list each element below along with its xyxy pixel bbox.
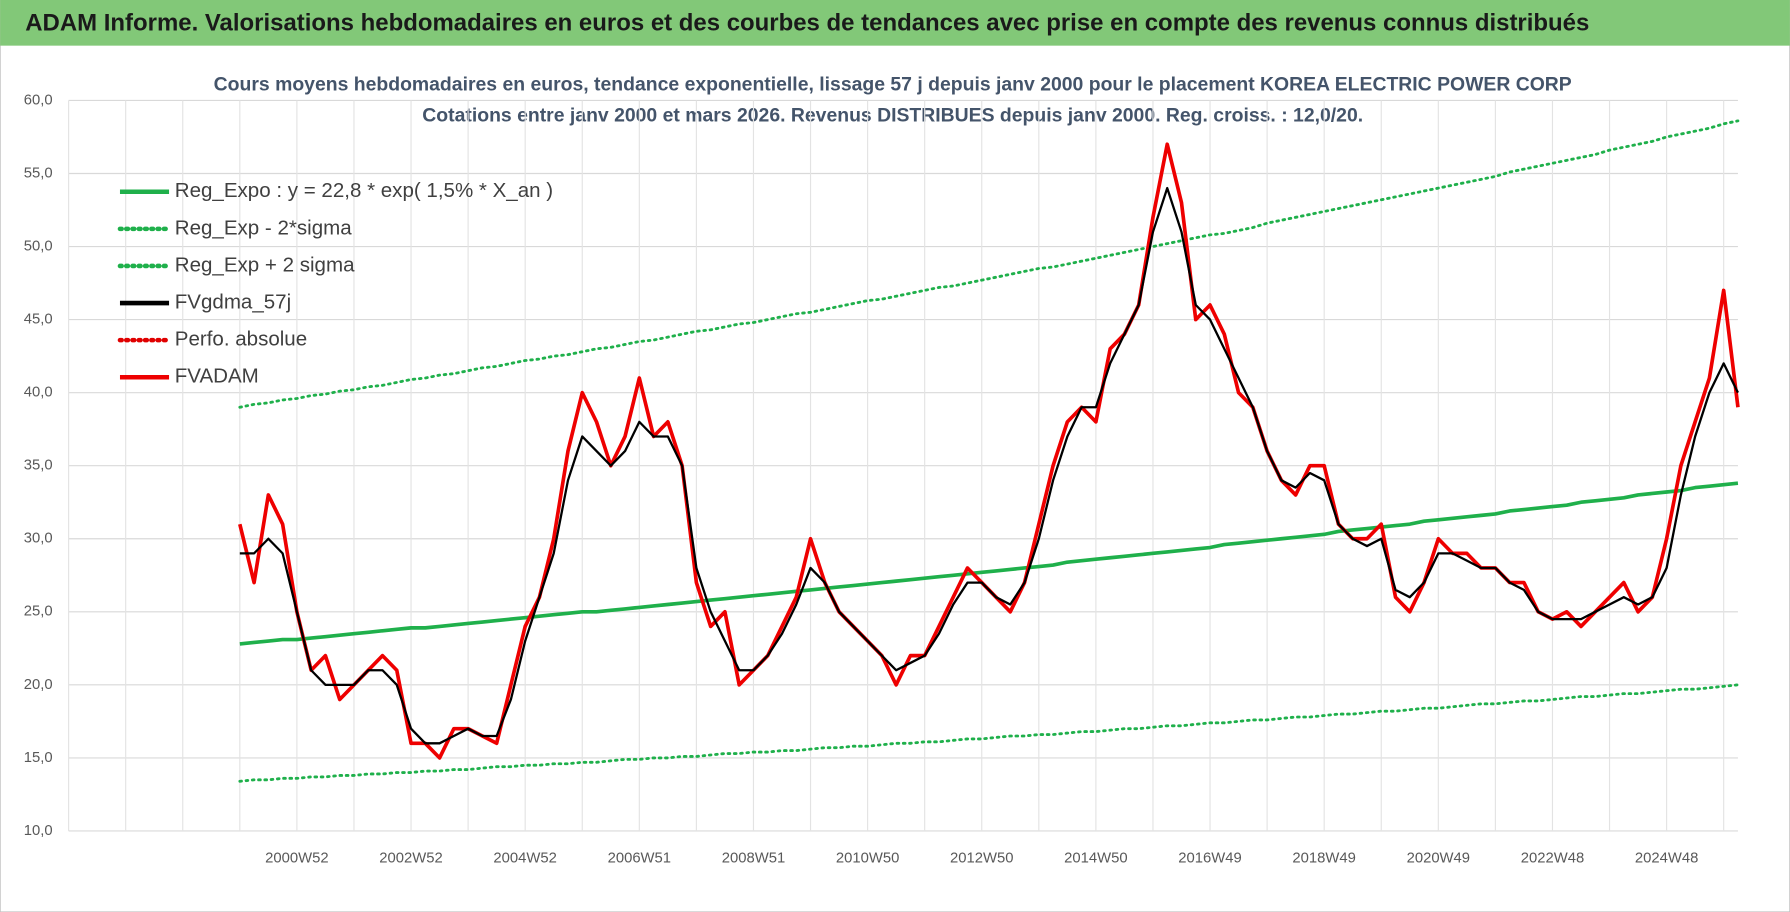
series-line (238, 119, 1740, 409)
x-tick-label: 2008W51 (722, 850, 785, 866)
x-tick-label: 2018W49 (1292, 850, 1355, 866)
y-tick-label: 25,0 (24, 604, 53, 620)
grid: 10,0 15,0 20,0 25,0 30,0 35,0 40,0 45,0 50,0 55,0… (24, 92, 1738, 866)
x-tick-label: 2024W48 (1635, 850, 1698, 866)
y-tick-label: 15,0 (24, 750, 53, 766)
legend-label: FVADAM (175, 365, 259, 388)
legend-label: Reg_Exp - 2*sigma (175, 216, 352, 239)
x-tick-label: 2010W50 (836, 850, 899, 866)
y-tick-label: 30,0 (24, 531, 53, 547)
y-tick-label: 40,0 (24, 385, 53, 401)
y-tick-label: 20,0 (24, 677, 53, 693)
series-line (239, 481, 1739, 646)
x-tick-label: 2004W52 (493, 850, 556, 866)
legend-label: FVgdma_57j (175, 290, 291, 313)
x-tick-label: 2006W51 (608, 850, 671, 866)
x-tick-label: 2014W50 (1064, 850, 1127, 866)
chart-subtitle: Cotations entre janv 2000 et mars 2026. … (422, 105, 1363, 127)
x-tick-label: 2020W49 (1407, 850, 1470, 866)
x-tick-label: 2000W52 (265, 850, 328, 866)
x-tick-label: 2012W50 (950, 850, 1013, 866)
legend: Reg_Expo : y = 22,8 * exp( 1,5% * X_an )… (117, 179, 553, 388)
x-tick-label: 2016W49 (1178, 850, 1241, 866)
header-title: ADAM Informe. Valorisations hebdomadaire… (25, 9, 1589, 36)
x-tick-label: 2022W48 (1521, 850, 1584, 866)
legend-label: Reg_Exp + 2 sigma (175, 253, 355, 276)
y-tick-label: 55,0 (24, 165, 53, 181)
y-tick-label: 50,0 (24, 238, 53, 254)
y-tick-label: 60,0 (24, 92, 53, 108)
legend-label: Perfo. absolue (175, 328, 307, 351)
lines (238, 119, 1740, 783)
legend-label: Reg_Expo : y = 22,8 * exp( 1,5% * X_an ) (175, 179, 553, 202)
x-tick-label: 2002W52 (379, 850, 442, 866)
chart-title: Cours moyens hebdomadaires en euros, ten… (214, 74, 1572, 96)
series-line (239, 186, 1739, 745)
y-tick-label: 10,0 (24, 823, 53, 839)
y-tick-label: 45,0 (24, 312, 53, 328)
header-banner (0, 0, 1790, 46)
y-tick-label: 35,0 (24, 458, 53, 474)
series-line (238, 683, 1740, 783)
